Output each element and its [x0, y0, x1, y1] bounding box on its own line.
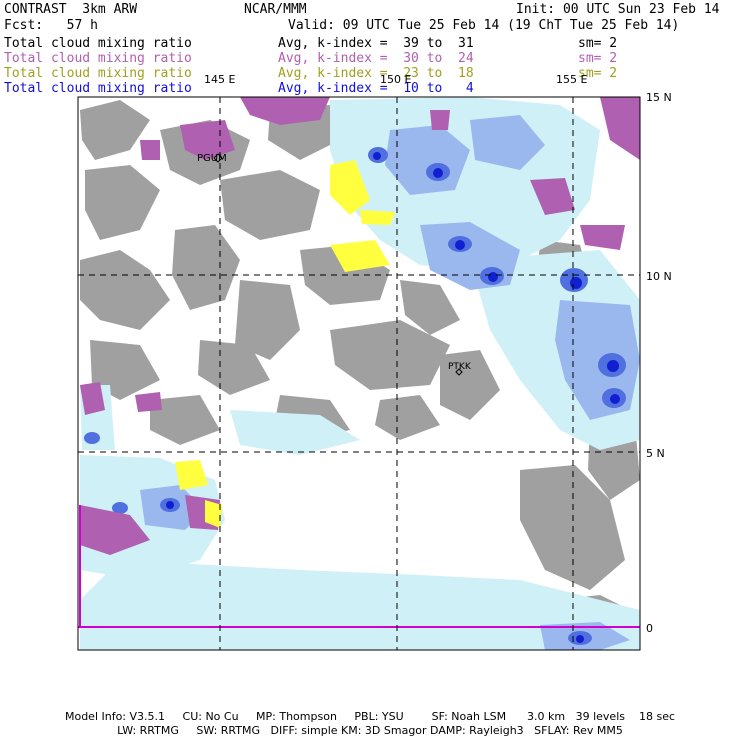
model-title: CONTRAST 3km ARW: [4, 2, 138, 17]
pgum-marker-icon: [213, 153, 223, 163]
lat-label-10n: 10 N: [646, 270, 672, 283]
lat-label-15n: 15 N: [646, 91, 672, 104]
lon-label-155: 155 E: [556, 73, 588, 86]
model-info-line1: Model Info: V3.5.1 CU: No Cu MP: Thompso…: [64, 710, 676, 723]
yellow-cloud-layer: [175, 160, 395, 528]
valid-time: Valid: 09 UTC Tue 25 Feb 14 (19 ChT Tue …: [288, 18, 680, 33]
model-info-line2: LW: RRTMG SW: RRTMG DIFF: simple KM: 3D …: [117, 724, 623, 737]
legend-range-3: Avg, k-index = 23 to 18: [278, 66, 474, 81]
station-label-pgum: PGUM: [197, 153, 227, 164]
legend-field-2: Total cloud mixing ratio: [4, 51, 192, 66]
legend-field-1: Total cloud mixing ratio: [4, 36, 192, 51]
org-label: NCAR/MMM: [244, 2, 307, 17]
legend-sm-1: sm= 2: [578, 36, 618, 51]
forecast-hour: Fcst: 57 h: [4, 18, 98, 33]
legend-range-2: Avg, k-index = 30 to 24: [278, 51, 474, 66]
purple-cloud-layer: [80, 97, 640, 555]
lon-label-145: 145 E: [204, 73, 236, 86]
legend-range-4: Avg, k-index = 10 to 4: [278, 81, 474, 96]
lon-label-150: 150 E: [380, 73, 412, 86]
lat-label-0: 0: [646, 622, 653, 635]
legend-field-3: Total cloud mixing ratio: [4, 66, 192, 81]
init-time: Init: 00 UTC Sun 23 Feb 14: [516, 2, 720, 17]
station-label-ptkk: PTKK: [448, 362, 471, 372]
lat-label-5n: 5 N: [646, 447, 665, 460]
ptkk-marker-icon: [455, 368, 463, 376]
legend-sm-3: sm= 2: [578, 66, 618, 81]
legend-sm-2: sm= 2: [578, 51, 618, 66]
legend-range-1: Avg, k-index = 39 to 31: [278, 36, 474, 51]
legend-field-4: Total cloud mixing ratio: [4, 81, 192, 96]
map-frame: [77, 96, 641, 651]
